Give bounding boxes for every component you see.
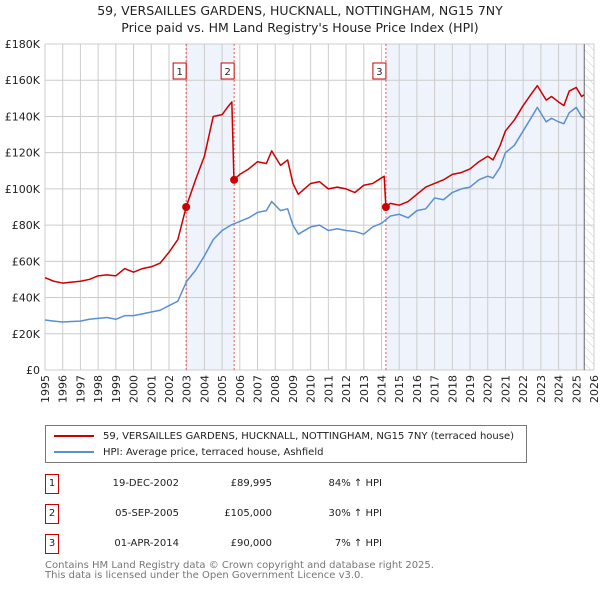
x-tick-label: 2009 — [287, 375, 300, 403]
sale-label: 2 — [224, 67, 230, 78]
y-tick-label: £140K — [5, 110, 41, 123]
legend-label-property: 59, VERSAILLES GARDENS, HUCKNALL, NOTTIN… — [103, 430, 515, 442]
y-tick-label: £100K — [5, 183, 41, 196]
sale-price: £89,995 — [230, 478, 272, 489]
y-tick-label: £40K — [12, 292, 41, 305]
sale-number: 2 — [45, 504, 59, 524]
chart-subtitle: Price paid vs. HM Land Registry's House … — [121, 20, 479, 35]
x-tick-label: 2025 — [570, 375, 583, 403]
x-tick-label: 2013 — [358, 375, 371, 403]
x-tick-label: 2021 — [499, 375, 512, 403]
sale-hpi-diff: 7% ↑ HPI — [334, 538, 382, 549]
x-tick-label: 2020 — [482, 375, 495, 403]
x-tick-label: 1996 — [57, 375, 70, 403]
sale-label: 1 — [176, 67, 182, 78]
x-tick-label: 2005 — [216, 375, 229, 403]
footer-licence: This data is licensed under the Open Gov… — [45, 570, 364, 581]
y-tick-label: £160K — [5, 74, 41, 87]
legend-item-hpi: HPI: Average price, terraced house, Ashf… — [54, 445, 323, 459]
sale-price: £90,000 — [230, 538, 272, 549]
hpi-line — [44, 106, 585, 323]
sale-row: 2 05-SEP-2005 £105,000 30% ↑ HPI — [45, 504, 565, 524]
shaded-range — [186, 44, 235, 370]
sale-date: 05-SEP-2005 — [115, 508, 179, 519]
sale-hpi-diff: 84% ↑ HPI — [328, 478, 382, 489]
property-price-line — [44, 84, 585, 284]
sale-label-box — [172, 62, 187, 80]
x-tick-label: 2011 — [322, 375, 335, 403]
legend-item-property: 59, VERSAILLES GARDENS, HUCKNALL, NOTTIN… — [54, 429, 514, 443]
x-tick-label: 2010 — [305, 375, 318, 403]
x-tick-label: 1997 — [74, 375, 87, 403]
x-tick-label: 2015 — [393, 375, 406, 403]
sale-label-box — [372, 62, 387, 80]
x-tick-label: 2018 — [446, 375, 459, 403]
y-tick-label: £60K — [12, 255, 41, 268]
sale-label: 3 — [376, 67, 382, 78]
x-tick-label: 2007 — [252, 375, 265, 403]
x-tick-label: 2024 — [553, 375, 566, 403]
shaded-range — [385, 44, 585, 370]
sale-point — [381, 203, 390, 211]
sale-point — [230, 175, 239, 184]
y-tick-label: £20K — [12, 328, 41, 341]
legend-swatch-property — [54, 435, 94, 437]
sale-row: 1 19-DEC-2002 £89,995 84% ↑ HPI — [45, 474, 565, 494]
x-tick-label: 2017 — [429, 375, 442, 403]
x-tick-label: 2022 — [517, 375, 530, 403]
x-tick-label: 2002 — [163, 375, 176, 403]
x-tick-label: 2016 — [411, 375, 424, 403]
x-tick-label: 1998 — [92, 375, 105, 403]
legend-label-hpi: HPI: Average price, terraced house, Ashf… — [103, 446, 324, 458]
chart-title: 59, VERSAILLES GARDENS, HUCKNALL, NOTTIN… — [97, 3, 503, 18]
y-tick-label: £80K — [12, 219, 41, 232]
y-tick-label: £120K — [5, 147, 41, 160]
x-tick-label: 2012 — [340, 375, 353, 403]
sale-price: £105,000 — [224, 508, 272, 519]
x-tick-label: 2008 — [269, 375, 282, 403]
sale-point — [182, 203, 191, 212]
y-tick-label: £0 — [26, 364, 40, 377]
sale-number: 1 — [45, 474, 59, 494]
sale-number: 3 — [45, 534, 59, 554]
x-tick-label: 2004 — [198, 375, 211, 403]
sale-date: 19-DEC-2002 — [112, 478, 179, 489]
x-tick-label: 2019 — [464, 375, 477, 403]
legend-swatch-hpi — [54, 451, 94, 453]
legend: 59, VERSAILLES GARDENS, HUCKNALL, NOTTIN… — [45, 425, 527, 463]
x-tick-label: 2001 — [145, 375, 158, 403]
sale-date: 01-APR-2014 — [114, 538, 179, 549]
sale-hpi-diff: 30% ↑ HPI — [328, 508, 382, 519]
x-tick-label: 2006 — [234, 375, 247, 403]
x-tick-label: 2000 — [128, 375, 141, 403]
x-tick-label: 2003 — [181, 375, 194, 403]
y-tick-label: £180K — [5, 38, 41, 51]
x-tick-label: 2023 — [535, 375, 548, 403]
sale-label-box — [220, 62, 235, 80]
x-tick-label: 2014 — [375, 375, 388, 403]
x-tick-label: 1999 — [110, 375, 123, 403]
forecast-hatch — [584, 44, 594, 370]
sale-row: 3 01-APR-2014 £90,000 7% ↑ HPI — [45, 534, 565, 554]
footer-copyright: Contains HM Land Registry data © Crown c… — [45, 560, 434, 571]
x-tick-label: 1995 — [39, 375, 52, 403]
x-tick-label: 2026 — [588, 375, 600, 403]
chart-plot: 1995 1996 1997 1998 1999 2000 2001 2002 2003 2004… — [5, 38, 600, 403]
